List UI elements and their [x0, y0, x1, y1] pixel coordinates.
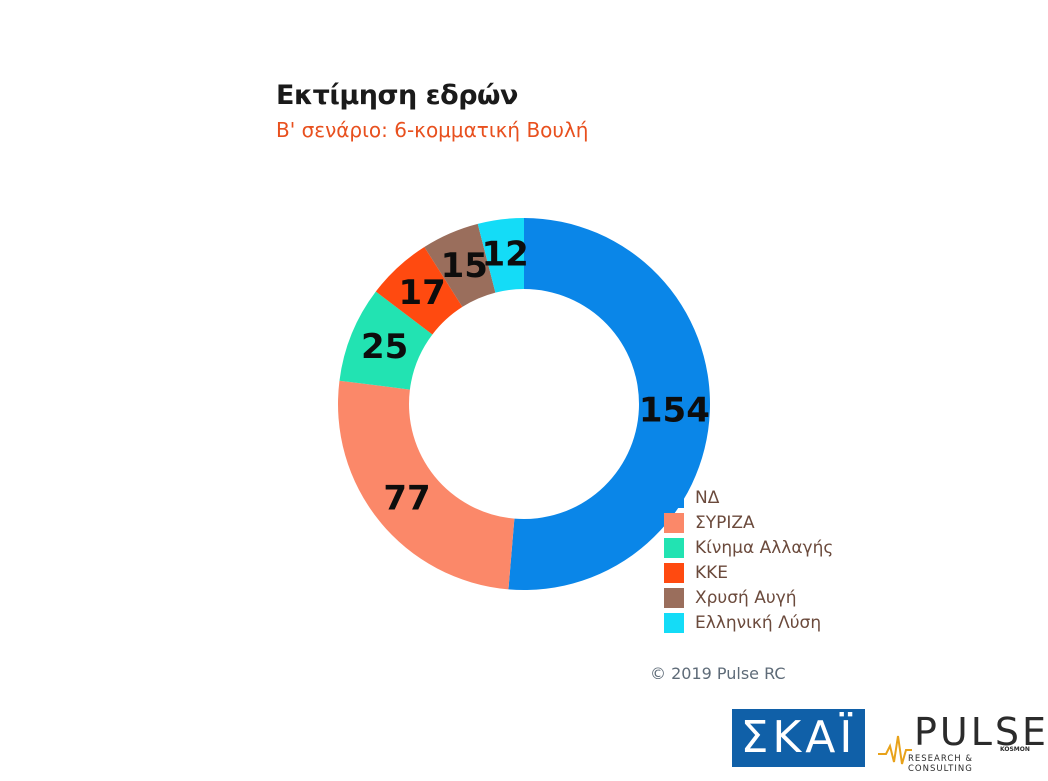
legend-item: ΣΥΡΙΖΑ: [664, 510, 833, 535]
slice-4: [424, 223, 496, 307]
slice-value-label: 77: [383, 479, 430, 519]
legend-label: ΣΥΡΙΖΑ: [695, 512, 755, 533]
slice-value-label: 154: [639, 390, 710, 430]
legend-label: ΚΚΕ: [695, 562, 729, 583]
legend-item: Ελληνική Λύση: [664, 610, 833, 635]
legend-item: Χρυσή Αυγή: [664, 585, 833, 610]
legend-item: ΚΚΕ: [664, 560, 833, 585]
legend-swatch: [664, 487, 684, 508]
legend-label: Χρυσή Αυγή: [695, 587, 797, 608]
slice-3: [375, 246, 463, 335]
pulse-wave-icon: [878, 735, 912, 765]
pulse-subtitle-text: RESEARCH & CONSULTING: [908, 754, 973, 774]
legend-label: ΝΔ: [695, 487, 720, 508]
slice-value-label: 25: [361, 327, 408, 367]
pulse-logo-text: PULSE: [914, 710, 1048, 754]
chart-subtitle: Β' σενάριο: 6-κομματική Βουλή: [276, 118, 589, 142]
slice-5: [477, 218, 524, 293]
pulse-kosmon-text: KOSMON: [1000, 746, 1030, 753]
skai-logo-text: ΣΚΑΪ: [740, 712, 857, 763]
pulse-logo: PULSE KOSMON RESEARCH & CONSULTING: [878, 706, 1046, 774]
chart-title: Εκτίμηση εδρών: [276, 80, 518, 111]
legend-swatch: [664, 612, 684, 633]
slice-value-label: 12: [481, 235, 528, 275]
legend-item: Κίνημα Αλλαγής: [664, 535, 833, 560]
legend-swatch: [664, 512, 684, 533]
skai-logo: ΣΚΑΪ: [732, 709, 865, 767]
legend-item: ΝΔ: [664, 485, 833, 510]
copyright-text: © 2019 Pulse RC: [650, 664, 786, 683]
slice-1: [338, 380, 515, 590]
donut-slices: [338, 217, 711, 590]
legend-swatch: [664, 587, 684, 608]
legend-label: Ελληνική Λύση: [695, 612, 822, 633]
legend-swatch: [664, 562, 684, 583]
slice-2: [339, 291, 433, 390]
slice-value-label: 15: [441, 246, 488, 286]
legend-swatch: [664, 537, 684, 558]
slice-0: [508, 217, 711, 590]
chart-legend: ΝΔ ΣΥΡΙΖΑ Κίνημα Αλλαγής ΚΚΕ Χρυσή Αυγή Ελλην…: [664, 485, 833, 635]
legend-label: Κίνημα Αλλαγής: [695, 537, 834, 558]
slice-value-label: 17: [398, 273, 445, 313]
